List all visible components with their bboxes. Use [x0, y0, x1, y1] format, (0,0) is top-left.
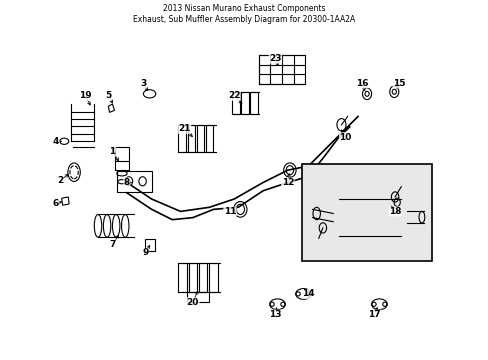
Text: 3: 3	[140, 79, 146, 88]
Text: 23: 23	[269, 54, 281, 63]
Text: 4: 4	[53, 137, 59, 146]
Text: 12: 12	[281, 178, 293, 187]
Bar	[186, 292, 209, 302]
Bar	[250, 92, 257, 114]
Text: 21: 21	[178, 125, 190, 134]
Bar	[199, 263, 207, 292]
Bar	[205, 125, 213, 152]
Text: 9: 9	[142, 248, 148, 257]
Text: 5: 5	[105, 91, 111, 100]
Bar	[196, 125, 203, 152]
Text: 22: 22	[227, 91, 240, 100]
Bar	[241, 92, 248, 114]
Title: 2013 Nissan Murano Exhaust Components
Exhaust, Sub Muffler Assembly Diagram for : 2013 Nissan Murano Exhaust Components Ex…	[133, 4, 355, 23]
Bar	[114, 148, 129, 170]
Text: 16: 16	[355, 79, 367, 88]
Bar	[187, 125, 195, 152]
Text: 20: 20	[186, 298, 199, 307]
Text: 13: 13	[269, 310, 281, 319]
Text: 1: 1	[109, 147, 115, 156]
Bar	[116, 171, 151, 192]
Bar	[178, 263, 186, 292]
Text: 7: 7	[109, 240, 115, 249]
Text: 11: 11	[224, 207, 236, 216]
Text: 18: 18	[388, 207, 401, 216]
Text: 10: 10	[339, 132, 351, 141]
Bar	[209, 263, 217, 292]
Bar	[259, 55, 305, 84]
Bar	[302, 164, 431, 261]
Text: 15: 15	[392, 79, 405, 88]
Text: 17: 17	[367, 310, 380, 319]
Text: 14: 14	[302, 289, 314, 298]
Bar	[145, 239, 154, 251]
Text: 8: 8	[123, 178, 130, 187]
Text: 6: 6	[53, 199, 59, 208]
Bar	[188, 263, 197, 292]
Text: 2: 2	[57, 176, 63, 185]
Bar	[232, 92, 239, 114]
Bar	[178, 125, 185, 152]
Text: 19: 19	[79, 91, 92, 100]
